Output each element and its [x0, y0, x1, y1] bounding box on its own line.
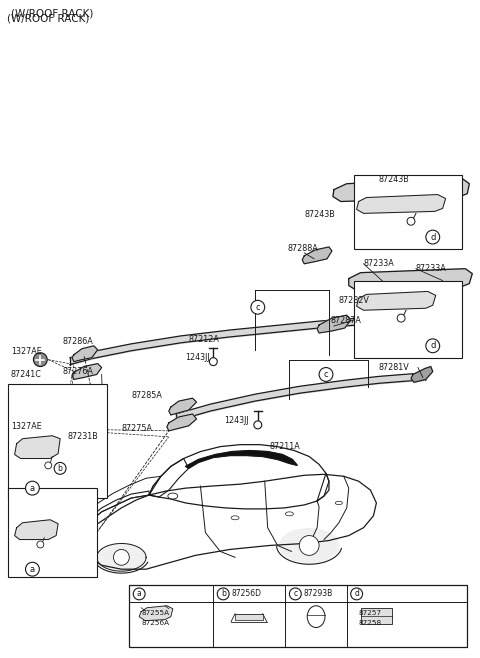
Ellipse shape — [96, 544, 146, 571]
Text: 87282V: 87282V — [339, 296, 370, 305]
Circle shape — [25, 481, 39, 495]
Text: 87256A: 87256A — [141, 620, 169, 626]
Polygon shape — [167, 414, 196, 431]
Polygon shape — [72, 364, 102, 380]
Bar — [354, 175, 462, 249]
Polygon shape — [333, 179, 469, 201]
Circle shape — [54, 463, 66, 474]
Text: 87257: 87257 — [359, 610, 382, 616]
Text: 87231B: 87231B — [67, 432, 98, 442]
Text: a: a — [30, 484, 35, 493]
Circle shape — [426, 230, 440, 244]
Text: 87212A: 87212A — [189, 336, 219, 344]
Text: d: d — [354, 590, 359, 598]
Text: 87256D: 87256D — [231, 590, 261, 598]
Circle shape — [217, 588, 229, 600]
Polygon shape — [357, 195, 445, 213]
Bar — [129, 585, 468, 647]
Polygon shape — [411, 367, 433, 382]
Bar — [235, 614, 263, 620]
Bar — [8, 488, 96, 577]
Text: c: c — [293, 590, 298, 598]
Text: c: c — [324, 370, 328, 379]
Text: d: d — [430, 342, 435, 350]
Circle shape — [113, 549, 129, 565]
Text: 1327AE: 1327AE — [11, 422, 41, 432]
Text: 87258: 87258 — [359, 620, 382, 626]
Circle shape — [397, 314, 405, 322]
Ellipse shape — [168, 493, 178, 499]
Text: a: a — [137, 590, 142, 598]
Circle shape — [251, 300, 264, 314]
Circle shape — [209, 358, 217, 366]
Text: 1243JJ: 1243JJ — [186, 353, 210, 362]
Circle shape — [25, 563, 39, 576]
Ellipse shape — [307, 606, 325, 628]
Circle shape — [37, 541, 44, 548]
Ellipse shape — [231, 516, 239, 520]
Text: b: b — [58, 464, 62, 473]
Polygon shape — [186, 451, 297, 468]
Polygon shape — [72, 346, 97, 362]
Circle shape — [289, 588, 301, 600]
Circle shape — [34, 422, 47, 436]
Text: (W/ROOF RACK): (W/ROOF RACK) — [7, 14, 89, 24]
Text: 87243B: 87243B — [304, 210, 335, 219]
Text: 1327AE: 1327AE — [11, 347, 41, 356]
Text: 87241C: 87241C — [11, 370, 42, 379]
Text: 87233A: 87233A — [416, 265, 447, 273]
Circle shape — [300, 536, 319, 555]
Bar — [360, 608, 392, 624]
Ellipse shape — [286, 512, 293, 516]
Circle shape — [34, 353, 47, 367]
Polygon shape — [169, 398, 196, 415]
Text: d: d — [430, 232, 435, 241]
Bar — [354, 280, 462, 358]
Polygon shape — [14, 520, 58, 540]
Circle shape — [254, 421, 262, 429]
Text: 87286A: 87286A — [62, 338, 93, 346]
Text: 1243JJ: 1243JJ — [224, 417, 249, 426]
Circle shape — [133, 588, 145, 600]
Circle shape — [45, 462, 52, 469]
Text: 87285A: 87285A — [131, 391, 162, 399]
Text: b: b — [221, 590, 226, 598]
Circle shape — [407, 217, 415, 225]
Polygon shape — [139, 606, 173, 620]
Polygon shape — [376, 310, 398, 325]
Text: (W/ROOF RACK): (W/ROOF RACK) — [11, 9, 93, 18]
Text: 87288A: 87288A — [288, 244, 318, 253]
Circle shape — [426, 339, 440, 353]
Polygon shape — [357, 291, 436, 310]
Polygon shape — [349, 268, 472, 290]
Circle shape — [351, 588, 362, 600]
Text: c: c — [255, 303, 260, 312]
Text: a: a — [30, 565, 35, 574]
Bar — [8, 384, 107, 498]
Ellipse shape — [279, 528, 339, 563]
Text: 87287A: 87287A — [331, 316, 362, 324]
Polygon shape — [14, 436, 60, 459]
Text: 87233A: 87233A — [363, 259, 394, 268]
Text: 87275A: 87275A — [121, 424, 152, 434]
Ellipse shape — [336, 501, 342, 505]
Text: 87211A: 87211A — [270, 442, 300, 451]
Text: 87281V: 87281V — [378, 363, 409, 372]
Text: 87276A: 87276A — [62, 367, 93, 376]
Text: 87293B: 87293B — [303, 590, 333, 598]
Text: 87243B: 87243B — [378, 175, 409, 184]
Circle shape — [319, 368, 333, 382]
Polygon shape — [317, 315, 351, 333]
Polygon shape — [302, 247, 332, 264]
Text: 87255A: 87255A — [141, 610, 169, 616]
